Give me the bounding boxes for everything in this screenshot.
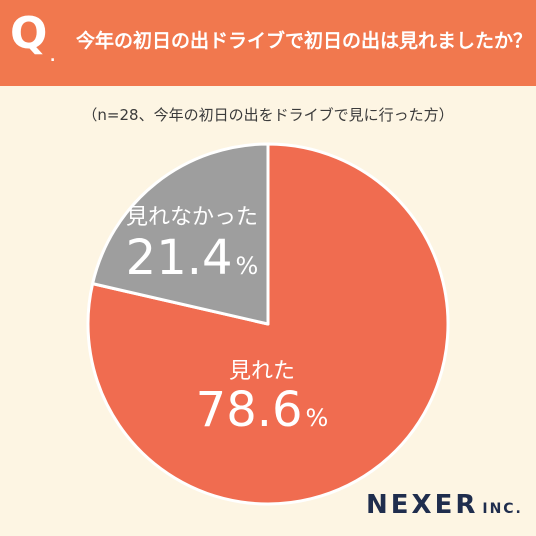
slice-value-unit-not-seen: % [236, 252, 259, 280]
slice-value-number-not-seen: 21.4 [126, 230, 233, 286]
pie-slice-not-seen [91, 142, 270, 326]
q-mark: Q [10, 8, 48, 59]
nexer-logo: NEXER INC. [366, 492, 523, 518]
slice-value-seen: 78.6% [196, 382, 329, 438]
question-header: Q . 今年の初日の出ドライブで初日の出は見れましたか？ [0, 0, 536, 86]
slice-value-unit-seen: % [306, 404, 329, 432]
slice-label-not-seen: 見れなかった [126, 205, 258, 230]
logo-sub: INC. [482, 501, 523, 517]
sample-note: （n=28、今年の初日の出をドライブで見に行った方） [82, 106, 454, 124]
logo-main: NEXER [366, 490, 479, 520]
q-dot: . [50, 49, 56, 65]
slice-value-not-seen: 21.4% [126, 230, 259, 286]
question-text: 今年の初日の出ドライブで初日の出は見れましたか？ [76, 30, 533, 52]
slice-label-seen: 見れた [229, 359, 295, 384]
slice-value-number-seen: 78.6 [196, 382, 303, 438]
